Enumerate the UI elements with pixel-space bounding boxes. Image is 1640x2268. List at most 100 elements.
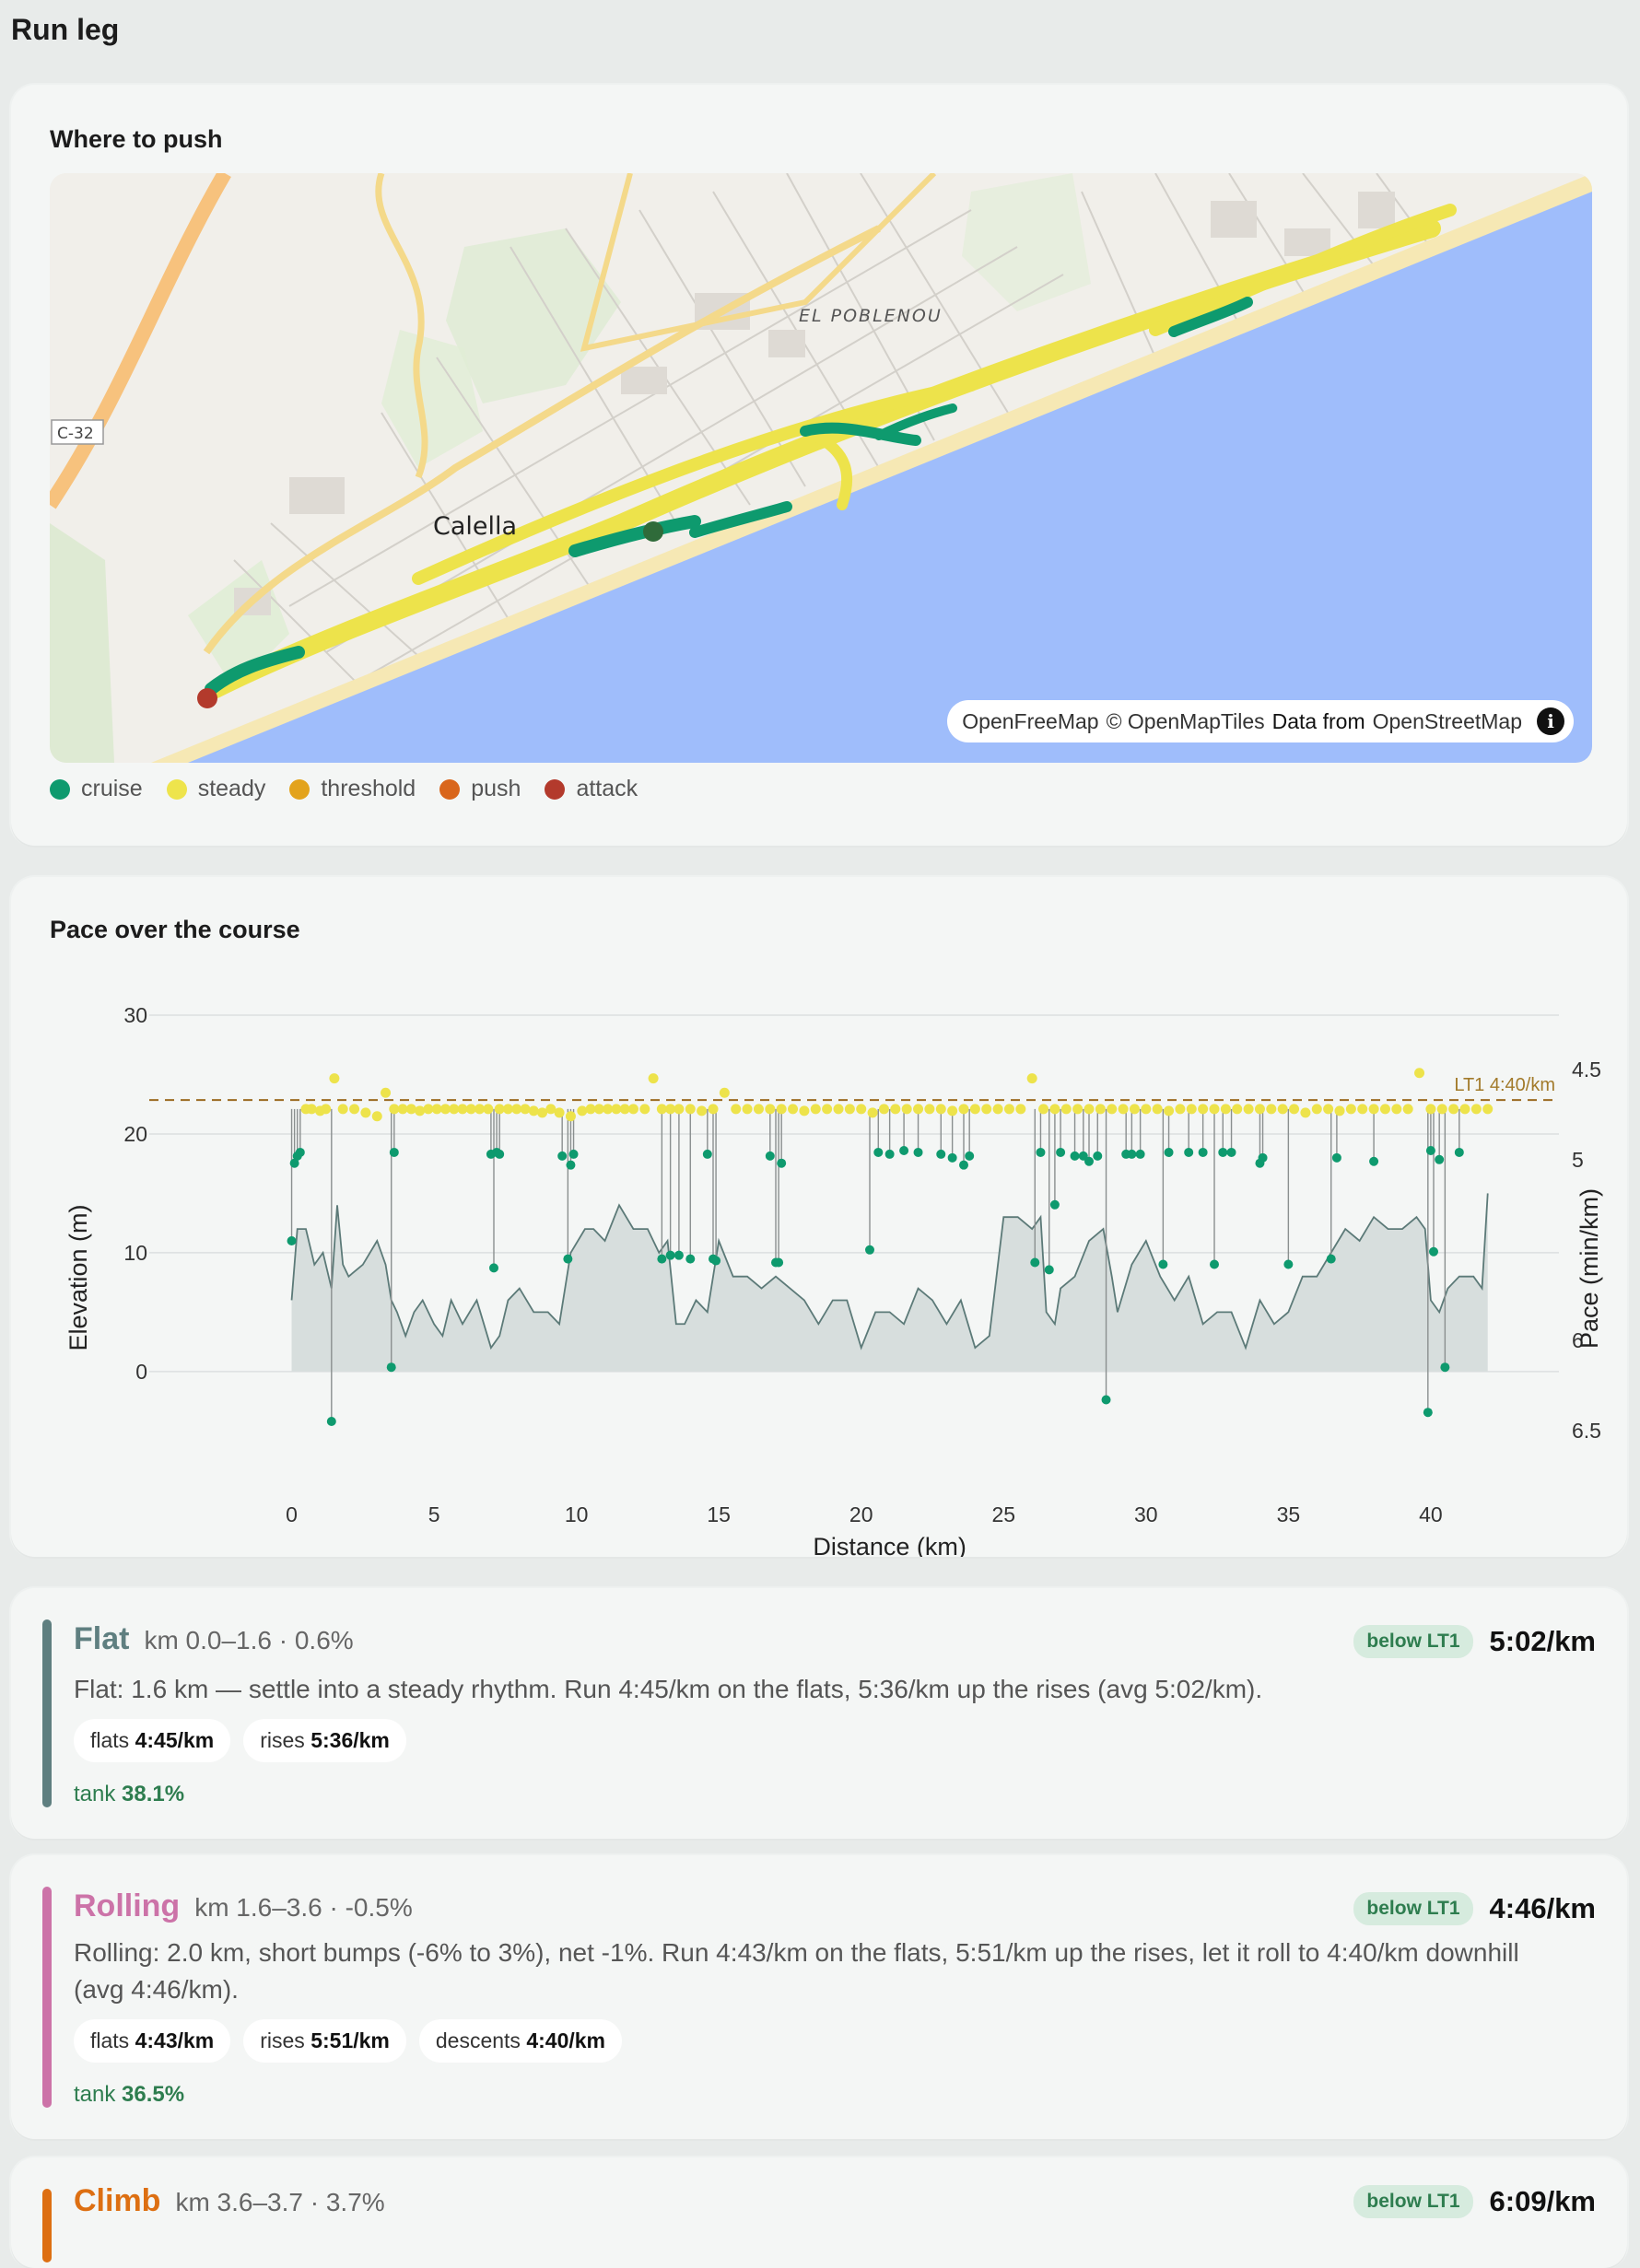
- pace-point-cruise: [1056, 1147, 1066, 1157]
- pace-point-cruise: [1184, 1147, 1194, 1157]
- pace-point-cruise: [1226, 1147, 1236, 1157]
- tank-value: 38.1%: [122, 1782, 185, 1806]
- x-tick-label: 40: [1419, 1502, 1443, 1526]
- segment-card-flat[interactable]: Flat km 0.0–1.6 · 0.6% below LT1 5:02/km…: [11, 1588, 1627, 1839]
- segment-description: Flat: 1.6 km — settle into a steady rhyt…: [74, 1675, 1263, 1703]
- map-canvas[interactable]: EL POBLENOU Calella C-32: [50, 173, 1592, 763]
- pace-point-steady: [1425, 1104, 1436, 1115]
- legend-label: push: [471, 776, 521, 801]
- pace-point-steady: [958, 1104, 969, 1115]
- y-tick-label: 30: [123, 1003, 147, 1027]
- pace-point-steady: [913, 1104, 924, 1115]
- pace-chart[interactable]: 0 10 20 30 0 5 10 15 20 25 30 35 40 4.5 5 6 6.5 Distance …: [11, 877, 1627, 1557]
- y-axis-label: Elevation (m): [64, 1204, 92, 1350]
- pace-point-steady: [306, 1104, 317, 1115]
- legend-swatch: [50, 778, 70, 800]
- pace-point-steady: [731, 1104, 742, 1115]
- pace-point-steady: [1368, 1104, 1379, 1115]
- pace-point-steady: [856, 1104, 867, 1115]
- pace-point-steady: [1118, 1104, 1129, 1115]
- pace-point-cruise: [389, 1147, 399, 1157]
- pace-point-steady: [776, 1104, 787, 1115]
- pace-point-steady: [381, 1087, 392, 1098]
- pace-point-cruise: [1135, 1149, 1145, 1159]
- info-icon[interactable]: i: [1537, 707, 1564, 735]
- pace-point-steady: [405, 1104, 416, 1115]
- pace-point-steady: [1357, 1104, 1368, 1115]
- pace-point-cruise: [1158, 1259, 1168, 1269]
- pace-point-steady: [431, 1104, 442, 1115]
- legend-item-steady: steady: [166, 776, 265, 802]
- legend-label: attack: [576, 776, 638, 801]
- segment-card-climb[interactable]: Climb km 3.6–3.7 · 3.7% below LT1 6:09/k…: [11, 2157, 1627, 2268]
- pace-point-steady: [415, 1105, 426, 1116]
- pace-point-steady: [1391, 1104, 1402, 1115]
- segment-range: km 0.0–1.6 · 0.6%: [144, 1626, 354, 1654]
- pace-point-steady: [685, 1104, 696, 1115]
- segment-summary: below LT1 5:02/km: [1353, 1625, 1596, 1658]
- pace-point-cruise: [495, 1149, 505, 1159]
- pace-point-cruise: [702, 1149, 712, 1159]
- pace-point-steady: [1414, 1068, 1425, 1079]
- pace-point-steady: [511, 1104, 522, 1115]
- legend-item-attack: attack: [545, 776, 638, 802]
- pace-point-cruise: [965, 1151, 975, 1161]
- pace-point-steady: [799, 1105, 810, 1116]
- chip-rises: rises 5:51/km: [243, 2019, 406, 2063]
- pace-point-steady: [449, 1104, 460, 1115]
- legend-item-threshold: threshold: [289, 776, 416, 802]
- pace-point-steady: [603, 1104, 614, 1115]
- route-map[interactable]: EL POBLENOU Calella C-32 OpenFreeMap © O…: [50, 173, 1592, 763]
- pace-point-steady: [788, 1104, 799, 1115]
- pace-point-steady: [611, 1104, 622, 1115]
- pace-point-steady: [494, 1104, 505, 1115]
- pace-point-steady: [665, 1104, 676, 1115]
- map-legend: cruise steady threshold push attack: [50, 776, 638, 802]
- pace-point-steady: [1220, 1104, 1231, 1115]
- attribution-openfreemap[interactable]: OpenFreeMap: [962, 708, 1099, 733]
- pace-point-steady: [1003, 1104, 1014, 1115]
- pace-point-cruise: [873, 1147, 884, 1157]
- pace-point-cruise: [1218, 1147, 1228, 1157]
- pace-point-steady: [483, 1104, 494, 1115]
- legend-item-cruise: cruise: [50, 776, 143, 802]
- pace-point-cruise: [665, 1250, 675, 1260]
- attribution-openmaptiles[interactable]: © OpenMapTiles: [1106, 708, 1265, 733]
- pace-point-steady: [1482, 1104, 1494, 1115]
- pace-point-steady: [810, 1104, 821, 1115]
- lt1-label: LT1 4:40/km: [1454, 1075, 1555, 1095]
- pace-point-steady: [1254, 1104, 1265, 1115]
- pace-point-steady: [1243, 1104, 1254, 1115]
- pace-point-cruise: [1435, 1154, 1445, 1164]
- pace-point-steady: [1049, 1104, 1060, 1115]
- segment-card-rolling[interactable]: Rolling km 1.6–3.6 · -0.5% below LT1 4:4…: [11, 1855, 1627, 2139]
- pace-point-steady: [528, 1105, 539, 1116]
- pace-point-steady: [349, 1104, 360, 1115]
- pace-point-steady: [981, 1104, 992, 1115]
- pace-point-cruise: [1423, 1408, 1433, 1418]
- chip-rises: rises 5:36/km: [243, 1719, 406, 1762]
- pace-point-steady: [992, 1104, 1003, 1115]
- status-badge: below LT1: [1353, 1892, 1473, 1925]
- legend-swatch: [545, 778, 566, 800]
- pace-point-steady: [1072, 1104, 1084, 1115]
- pace-point-cruise: [1283, 1259, 1294, 1269]
- pace-point-cruise: [1429, 1246, 1438, 1257]
- pace-point-cruise: [936, 1149, 946, 1159]
- chip-label: flats: [90, 2028, 130, 2052]
- pace-point-steady: [474, 1104, 486, 1115]
- pace-point-steady: [1107, 1104, 1118, 1115]
- pace-point-steady: [1209, 1104, 1220, 1115]
- pace-point-steady: [1379, 1104, 1390, 1115]
- pace-point-steady: [674, 1104, 685, 1115]
- pace-point-steady: [371, 1111, 382, 1122]
- segment-description: Rolling: 2.0 km, short bumps (-6% to 3%)…: [74, 1938, 1519, 2004]
- legend-item-push: push: [439, 776, 521, 802]
- pace-point-cruise: [326, 1417, 336, 1426]
- pace-point-steady: [1436, 1104, 1447, 1115]
- chip-value: 5:36/km: [310, 1728, 390, 1752]
- attribution-osm[interactable]: OpenStreetMap: [1372, 708, 1522, 733]
- tank-readout: tank 38.1%: [74, 1782, 184, 1807]
- chip-descents: descents 4:40/km: [418, 2019, 622, 2063]
